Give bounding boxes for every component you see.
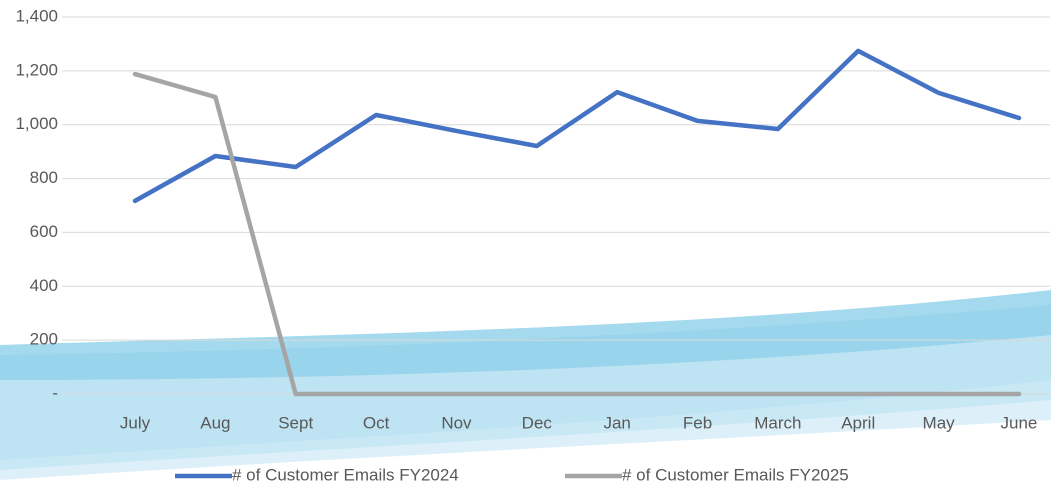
background-wave bbox=[0, 290, 1051, 480]
y-tick-label: 1,400 bbox=[15, 6, 58, 25]
lines bbox=[132, 48, 1022, 397]
x-tick-label: Oct bbox=[363, 413, 390, 432]
y-tick-label: 1,000 bbox=[15, 114, 58, 133]
x-tick-label: March bbox=[754, 413, 801, 432]
x-tick-label: Aug bbox=[200, 413, 230, 432]
grid bbox=[62, 16, 1050, 395]
y-tick-label: 200 bbox=[30, 330, 58, 349]
x-tick-label: May bbox=[923, 413, 956, 432]
y-tick-label: - bbox=[52, 383, 58, 402]
series-line bbox=[132, 48, 1022, 204]
x-tick-label: June bbox=[1001, 413, 1038, 432]
legend: # of Customer Emails FY2024 # of Customer… bbox=[175, 465, 849, 484]
x-tick-label: Nov bbox=[441, 413, 472, 432]
x-tick-label: Jan bbox=[603, 413, 630, 432]
series-line bbox=[132, 71, 1022, 397]
x-tick-label: April bbox=[841, 413, 875, 432]
x-tick-label: Feb bbox=[683, 413, 712, 432]
x-tick-label: July bbox=[120, 413, 151, 432]
y-tick-label: 1,200 bbox=[15, 60, 58, 79]
legend-label: # of Customer Emails FY2024 bbox=[232, 465, 459, 484]
legend-label: # of Customer Emails FY2025 bbox=[622, 465, 849, 484]
y-tick-label: 400 bbox=[30, 276, 58, 295]
y-tick-label: 600 bbox=[30, 222, 58, 241]
y-tick-label: 800 bbox=[30, 168, 58, 187]
labels: - 200 400 600 800 1,000 1,200 1,400 July Aug Sept O… bbox=[15, 6, 1037, 432]
x-tick-label: Dec bbox=[522, 413, 553, 432]
x-tick-label: Sept bbox=[278, 413, 313, 432]
